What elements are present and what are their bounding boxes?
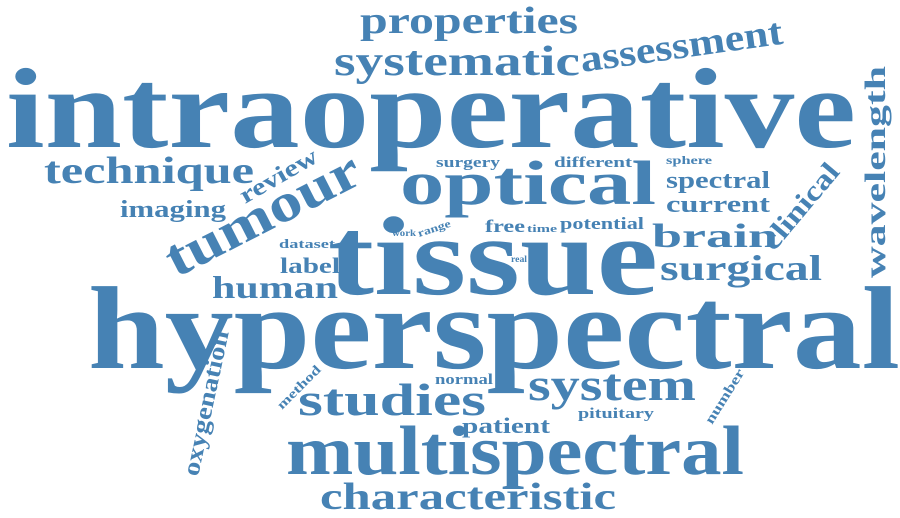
word-tissue: tissue	[328, 195, 658, 319]
word-wavelength: wavelength	[859, 66, 892, 278]
word-sphere: sphere	[666, 153, 713, 167]
word-brain: brain	[652, 218, 778, 255]
word-imaging: imaging	[120, 197, 226, 223]
word-multispectral: multispectral	[286, 413, 744, 490]
word-systematic: systematic	[334, 39, 580, 85]
word-patient: patient	[462, 413, 551, 438]
word-potential: potential	[560, 214, 644, 233]
word-properties: properties	[360, 0, 578, 42]
word-normal: normal	[435, 372, 493, 388]
word-label: label	[280, 253, 340, 278]
word-dataset: dataset	[279, 236, 336, 251]
word-current: current	[666, 192, 770, 218]
word-technique: technique	[44, 150, 254, 192]
word-studies: studies	[298, 374, 486, 425]
word-intraoperative: intraoperative	[6, 45, 856, 172]
word-system: system	[528, 359, 696, 410]
word-optical: optical	[400, 150, 656, 218]
word-surgery: surgery	[436, 155, 501, 171]
word-pituitary: pituitary	[578, 406, 655, 422]
word-real: real	[511, 254, 528, 264]
word-characteristic: characteristic	[320, 476, 616, 518]
word-free: free	[485, 216, 525, 236]
word-spectral: spectral	[666, 168, 770, 194]
word-hyperspectral: hyperspectral	[88, 263, 900, 394]
word-work: work	[392, 228, 416, 238]
word-human: human	[212, 269, 338, 305]
word-time: time	[527, 223, 557, 235]
word-different: different	[554, 155, 632, 171]
word-surgical: surgical	[660, 248, 822, 288]
